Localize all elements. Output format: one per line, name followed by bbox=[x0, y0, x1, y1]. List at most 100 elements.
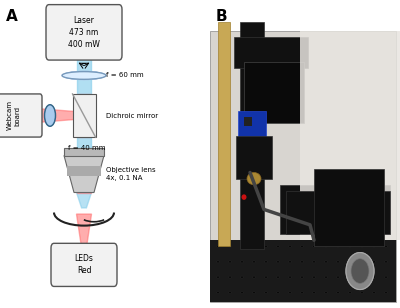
Ellipse shape bbox=[349, 291, 351, 294]
Ellipse shape bbox=[229, 291, 231, 294]
Bar bbox=[234, 37, 308, 68]
Ellipse shape bbox=[313, 291, 315, 294]
Ellipse shape bbox=[265, 276, 267, 278]
Ellipse shape bbox=[301, 291, 303, 294]
Polygon shape bbox=[76, 94, 92, 137]
Polygon shape bbox=[76, 137, 92, 156]
Polygon shape bbox=[67, 166, 101, 176]
Ellipse shape bbox=[373, 261, 375, 263]
Ellipse shape bbox=[346, 253, 374, 290]
Text: Laser
473 nm
400 mW: Laser 473 nm 400 mW bbox=[68, 16, 100, 49]
Ellipse shape bbox=[313, 245, 315, 248]
Ellipse shape bbox=[325, 245, 327, 248]
Ellipse shape bbox=[253, 245, 255, 248]
Polygon shape bbox=[64, 148, 104, 156]
Ellipse shape bbox=[301, 261, 303, 263]
Bar bbox=[280, 185, 390, 234]
Ellipse shape bbox=[385, 276, 387, 278]
Ellipse shape bbox=[337, 276, 339, 278]
Ellipse shape bbox=[253, 276, 255, 278]
Text: f = 60 mm: f = 60 mm bbox=[106, 72, 143, 79]
Ellipse shape bbox=[289, 276, 291, 278]
Bar bbox=[210, 240, 396, 302]
Ellipse shape bbox=[289, 245, 291, 248]
Ellipse shape bbox=[325, 261, 327, 263]
Ellipse shape bbox=[385, 245, 387, 248]
Ellipse shape bbox=[325, 276, 327, 278]
Bar bbox=[236, 136, 272, 179]
Bar bbox=[314, 169, 384, 246]
Ellipse shape bbox=[217, 291, 219, 294]
Polygon shape bbox=[76, 156, 92, 192]
Ellipse shape bbox=[313, 276, 315, 278]
Ellipse shape bbox=[229, 245, 231, 248]
Bar bbox=[286, 191, 390, 234]
Ellipse shape bbox=[325, 291, 327, 294]
Polygon shape bbox=[76, 214, 92, 248]
Ellipse shape bbox=[361, 291, 363, 294]
Ellipse shape bbox=[337, 245, 339, 248]
Ellipse shape bbox=[277, 245, 279, 248]
Ellipse shape bbox=[62, 72, 106, 79]
Ellipse shape bbox=[44, 105, 56, 126]
Ellipse shape bbox=[229, 261, 231, 263]
FancyBboxPatch shape bbox=[51, 243, 117, 286]
Bar bbox=[300, 31, 400, 240]
Text: B: B bbox=[216, 9, 228, 24]
Text: Dichroic mirror: Dichroic mirror bbox=[106, 112, 158, 119]
Ellipse shape bbox=[346, 253, 374, 290]
Text: f = 40 mm: f = 40 mm bbox=[68, 145, 106, 151]
Ellipse shape bbox=[301, 245, 303, 248]
Ellipse shape bbox=[241, 276, 243, 278]
Polygon shape bbox=[76, 192, 92, 208]
Text: LEDs
Red: LEDs Red bbox=[74, 254, 94, 275]
Ellipse shape bbox=[349, 245, 351, 248]
Ellipse shape bbox=[349, 261, 351, 263]
Ellipse shape bbox=[351, 259, 369, 283]
Polygon shape bbox=[76, 55, 92, 94]
Ellipse shape bbox=[241, 291, 243, 294]
Text: Objective lens
4x, 0.1 NA: Objective lens 4x, 0.1 NA bbox=[106, 167, 155, 181]
Ellipse shape bbox=[301, 276, 303, 278]
Ellipse shape bbox=[265, 291, 267, 294]
Polygon shape bbox=[64, 156, 104, 192]
Text: Webcam
board: Webcam board bbox=[7, 100, 21, 131]
Bar bbox=[210, 31, 396, 302]
Ellipse shape bbox=[277, 291, 279, 294]
Ellipse shape bbox=[242, 194, 246, 200]
Bar bbox=[314, 179, 384, 246]
Ellipse shape bbox=[44, 105, 56, 126]
Bar bbox=[72, 94, 96, 137]
Ellipse shape bbox=[277, 276, 279, 278]
Ellipse shape bbox=[229, 276, 231, 278]
Ellipse shape bbox=[289, 261, 291, 263]
Ellipse shape bbox=[351, 259, 369, 283]
Ellipse shape bbox=[313, 261, 315, 263]
Ellipse shape bbox=[385, 261, 387, 263]
Ellipse shape bbox=[373, 291, 375, 294]
Ellipse shape bbox=[217, 261, 219, 263]
Ellipse shape bbox=[373, 245, 375, 248]
Bar bbox=[244, 62, 304, 123]
Ellipse shape bbox=[241, 261, 243, 263]
Text: A: A bbox=[6, 9, 18, 24]
FancyBboxPatch shape bbox=[0, 94, 42, 137]
Ellipse shape bbox=[373, 276, 375, 278]
Bar bbox=[244, 117, 252, 126]
FancyBboxPatch shape bbox=[46, 5, 122, 60]
Polygon shape bbox=[28, 108, 76, 123]
Ellipse shape bbox=[217, 245, 219, 248]
Ellipse shape bbox=[385, 291, 387, 294]
Ellipse shape bbox=[361, 261, 363, 263]
Ellipse shape bbox=[337, 291, 339, 294]
Bar bbox=[218, 22, 230, 246]
Ellipse shape bbox=[349, 276, 351, 278]
Ellipse shape bbox=[289, 291, 291, 294]
Ellipse shape bbox=[217, 276, 219, 278]
Ellipse shape bbox=[265, 245, 267, 248]
Ellipse shape bbox=[361, 276, 363, 278]
Bar bbox=[238, 111, 266, 142]
Ellipse shape bbox=[265, 261, 267, 263]
Ellipse shape bbox=[253, 261, 255, 263]
Bar bbox=[240, 22, 264, 249]
